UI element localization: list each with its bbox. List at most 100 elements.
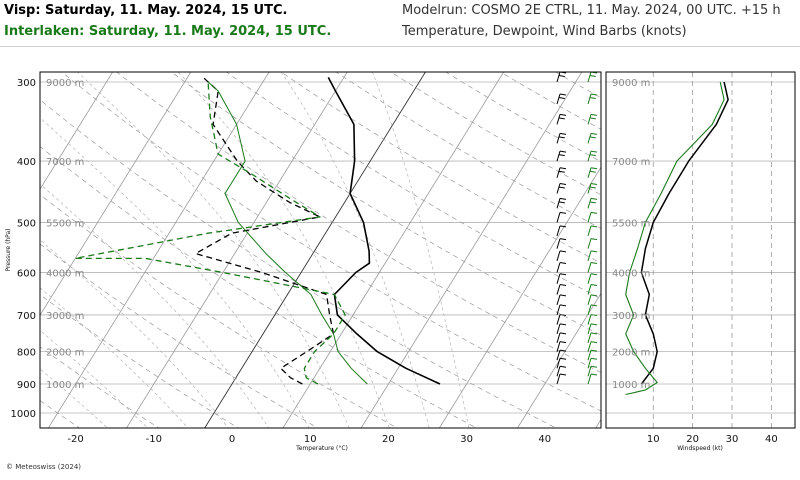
visp-wind-barb: [556, 273, 567, 284]
temperature-tick-label: 40: [538, 434, 551, 445]
wind-barb-flag: [589, 201, 596, 204]
interlaken-wind-barb: [587, 132, 598, 144]
wind-barb-staff: [556, 273, 561, 284]
variables-label: Temperature, Dewpoint, Wind Barbs (knots…: [402, 24, 687, 39]
wind-barb-flag: [559, 238, 567, 241]
dry-adiabat-line: [40, 146, 478, 428]
temperature-tick-label: 0: [229, 434, 235, 445]
pressure-tick-label: 300: [17, 78, 36, 89]
interlaken-wind-barb: [587, 365, 598, 377]
interlaken-wind-barb: [587, 294, 598, 306]
wind-barb-flag: [590, 341, 598, 344]
wind-barb-flag: [559, 304, 567, 307]
wind-barb-staff: [587, 167, 592, 178]
visp-dewpoint-line: [194, 76, 335, 385]
wind-barb-flag: [590, 262, 598, 265]
wind-barb-flag: [559, 323, 567, 326]
interlaken-wind-barb: [587, 314, 598, 325]
wind-barb-flag: [558, 154, 565, 157]
visp-wind-barb: [556, 93, 567, 105]
wind-barb-staff: [556, 373, 561, 385]
altitude-label: 7000 m: [46, 157, 84, 168]
wind-barb-flag: [558, 97, 565, 99]
wind-barb-flag: [559, 349, 567, 352]
interlaken-wind-barb: [587, 304, 598, 316]
wind-barb-flag: [559, 294, 567, 297]
wind-barb-flag: [558, 170, 565, 173]
visp-wind-barb: [556, 284, 567, 295]
wind-barb-flag: [590, 182, 598, 185]
wind-barb-flag: [559, 167, 567, 170]
moist-adiabat-line: [40, 287, 189, 428]
visp-wind-barb: [556, 113, 567, 125]
wind-barb-staff: [587, 366, 592, 377]
wind-barb-flag: [559, 273, 567, 276]
visp-wind-barb: [556, 167, 567, 178]
interlaken-wind-barb: [587, 373, 598, 385]
interlaken-wind-barb: [587, 72, 598, 83]
wind-barb-flag: [558, 201, 565, 204]
visp-temperature-line: [327, 77, 441, 385]
wind-barb-staff: [556, 250, 561, 261]
wind-barb-staff: [556, 284, 561, 295]
interlaken-windspeed-line: [625, 81, 725, 396]
wind-barb-staff: [587, 284, 592, 295]
wind-barb-flag: [559, 113, 567, 116]
visp-wind-barb: [556, 211, 567, 223]
visp-wind-barb: [556, 323, 567, 335]
dry-adiabat-line: [40, 294, 240, 428]
header-divider: [0, 46, 800, 47]
visp-title: Visp: Saturday, 11. May. 2024, 15 UTC.: [4, 3, 288, 18]
wind-barb-staff: [556, 114, 561, 125]
visp-wind-barb: [556, 349, 567, 361]
temperature-tick-label: 10: [304, 434, 317, 445]
wind-barb-staff: [556, 72, 561, 83]
wind-barb-flag: [590, 150, 598, 153]
interlaken-wind-barb: [587, 113, 598, 125]
visp-wind-barb: [556, 238, 567, 249]
wind-barb-staff: [556, 150, 561, 162]
wind-barb-flag: [590, 365, 598, 368]
wind-barb-flag: [590, 250, 598, 253]
wind-barb-staff: [587, 332, 592, 344]
wind-barb-staff: [587, 358, 592, 369]
wind-barb-flag: [589, 186, 596, 189]
interlaken-wind-barb: [587, 323, 598, 335]
isotherm-line: [667, 32, 800, 439]
wind-barb-flag: [590, 294, 598, 297]
wind-barb-flag: [559, 150, 567, 153]
interlaken-wind-barb: [587, 238, 598, 249]
wind-barb-staff: [587, 273, 592, 284]
temperature-tick-label: 30: [460, 434, 473, 445]
wind-barb-flag: [589, 75, 596, 77]
wind-barb-flag: [558, 75, 565, 77]
wind-barb-staff: [587, 212, 592, 223]
wind-barb-staff: [587, 323, 592, 335]
wind-barb-staff: [587, 250, 592, 261]
isotherm-line: [517, 292, 601, 428]
wind-altitude-label: 2000 m: [612, 348, 650, 359]
moist-adiabat-line: [177, 72, 390, 428]
wind-barb-flag: [559, 211, 567, 214]
wind-barb-staff: [556, 183, 561, 194]
wind-barb-staff: [556, 212, 561, 223]
isotherm-line: [126, 72, 348, 428]
interlaken-wind-barb: [587, 341, 598, 352]
wind-barb-staff: [587, 225, 592, 236]
wind-barb-flag: [590, 304, 598, 307]
interlaken-wind-barb: [587, 262, 598, 273]
wind-barb-staff: [587, 238, 592, 249]
windspeed-tick-label: 40: [765, 434, 778, 445]
altitude-label: 3000 m: [46, 311, 84, 322]
visp-wind-barb: [556, 150, 567, 162]
moist-adiabat-line: [280, 72, 430, 428]
isotherm-line: [595, 418, 601, 428]
dry-adiabat-line: [40, 400, 81, 428]
wind-barb-flag: [559, 250, 567, 253]
wind-altitude-label: 1000 m: [612, 380, 650, 391]
wind-barb-staff: [556, 341, 561, 352]
wind-barb-staff: [587, 373, 592, 385]
interlaken-dewpoint-line: [74, 81, 346, 385]
wind-barb-staff: [587, 183, 592, 194]
